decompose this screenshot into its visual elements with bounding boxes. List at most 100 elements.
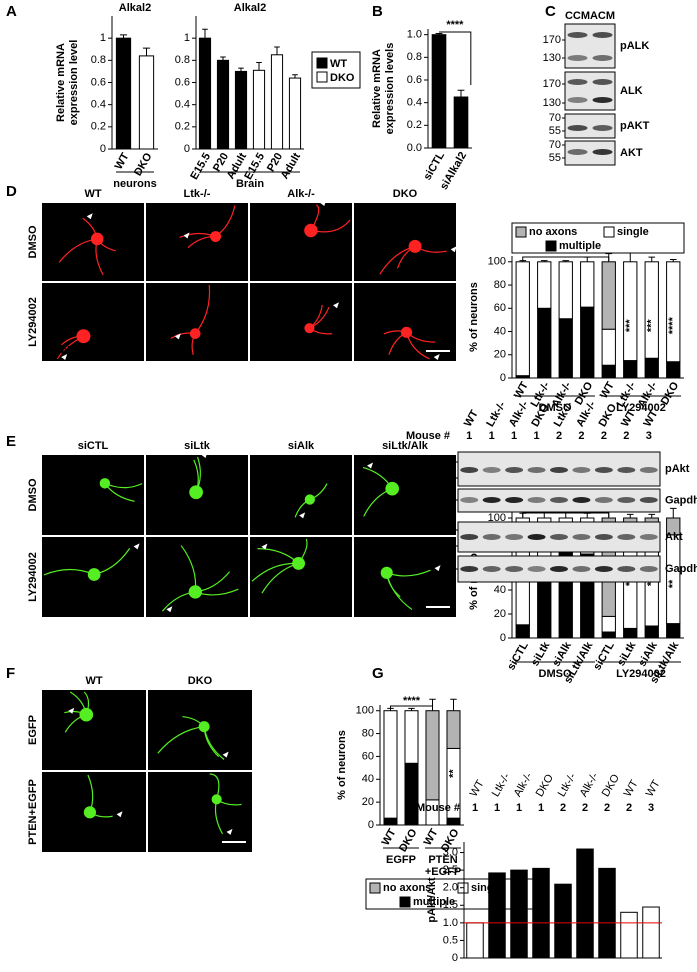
error-bar xyxy=(626,513,634,518)
legend-label: no axons xyxy=(383,882,431,894)
blot-band xyxy=(527,497,546,503)
blot-band xyxy=(617,467,636,473)
bar xyxy=(288,77,302,150)
legend-box xyxy=(511,222,685,254)
y-tick-label: 0.4 xyxy=(407,97,422,109)
arrowhead xyxy=(183,232,190,239)
blot-band xyxy=(617,534,636,540)
legend-label: multiple xyxy=(559,240,601,252)
blot-label: ALK xyxy=(620,85,643,97)
error-bar xyxy=(274,46,280,55)
soma xyxy=(90,232,104,246)
y-tick-label: 0.2 xyxy=(175,121,190,133)
micrograph xyxy=(42,690,146,770)
blot-band xyxy=(567,32,588,38)
bar-segment xyxy=(623,261,638,362)
x-tick-label: Adult xyxy=(279,151,304,182)
bar-segment xyxy=(383,710,398,819)
soma xyxy=(408,239,422,253)
x-tick-label: Ltk-/- xyxy=(490,771,513,799)
blot-band xyxy=(505,566,524,572)
error-bar xyxy=(648,256,656,262)
stain-label: GFP xyxy=(47,836,70,848)
row-label: PTEN+EGFP xyxy=(27,779,39,845)
bar xyxy=(270,54,284,150)
column-label: siAlk xyxy=(288,440,315,452)
bar-segment xyxy=(601,328,616,366)
soma xyxy=(380,566,393,579)
arrowhead xyxy=(433,354,440,360)
blot-membrane xyxy=(564,23,616,69)
blot-band xyxy=(527,467,546,473)
micrograph xyxy=(354,203,456,281)
blot-band xyxy=(592,149,613,155)
arrowhead xyxy=(226,828,233,835)
blot-band xyxy=(567,149,588,155)
blot-band xyxy=(482,566,501,572)
x-tick-label: DKO xyxy=(132,151,155,179)
blot-band xyxy=(527,534,546,540)
blot-band xyxy=(567,97,588,103)
blot-band xyxy=(594,497,613,503)
blot-label: pAkt xyxy=(665,463,690,475)
soma xyxy=(99,478,111,489)
bar-segment xyxy=(644,261,659,359)
y-axis-label: Relative mRNA xyxy=(371,49,383,128)
mouse-number: 1 xyxy=(516,802,522,814)
group-label: LY294002 xyxy=(616,402,666,414)
legend-swatch xyxy=(545,240,557,252)
y-tick-label: 0.2 xyxy=(407,119,422,131)
arrowhead xyxy=(222,751,229,758)
mw-label: 130 xyxy=(543,52,561,64)
mw-label: 170 xyxy=(543,34,561,46)
y-tick-label: 2.0 xyxy=(443,882,458,894)
y-tick-label: 1.0 xyxy=(407,29,422,41)
bar-segment xyxy=(580,306,595,379)
y-axis-label: Relative mRNA xyxy=(55,43,67,122)
bar xyxy=(488,872,506,959)
chart-title: Alkal2 xyxy=(234,2,266,14)
blot-band xyxy=(572,467,591,473)
error-bar xyxy=(220,56,226,61)
error-bar xyxy=(669,507,677,518)
row-label: DMSO xyxy=(27,478,39,511)
y-axis-label: expression level xyxy=(68,40,80,126)
group-label: EGFP xyxy=(386,854,416,866)
blot-band xyxy=(592,55,613,61)
arrowhead xyxy=(86,213,93,220)
bar-segment xyxy=(425,710,440,801)
mouse-number: 1 xyxy=(494,802,500,814)
error-bar xyxy=(408,707,415,711)
soma xyxy=(292,556,306,570)
group-label: DMSO xyxy=(539,402,572,414)
blot-band xyxy=(505,497,524,503)
y-tick-label: 0.8 xyxy=(175,54,190,66)
bar xyxy=(576,848,594,959)
error-bar xyxy=(540,260,548,262)
lane-label: ACM xyxy=(590,10,615,22)
error-bar xyxy=(583,256,591,262)
soma xyxy=(304,494,315,505)
bar-segment xyxy=(446,710,461,749)
x-tick-label: siLtk xyxy=(529,639,553,668)
y-tick-label: 0.6 xyxy=(91,76,106,88)
x-tick-label: WT xyxy=(380,827,399,848)
row-label: Mouse # xyxy=(406,430,450,442)
x-tick-label: DKO xyxy=(534,772,557,799)
blot-label: Gapdh xyxy=(665,563,697,575)
error-bar xyxy=(562,260,570,262)
mouse-number: 2 xyxy=(626,802,632,814)
bar-segment xyxy=(644,625,659,639)
mouse-number: 2 xyxy=(578,430,584,442)
mouse-number: 2 xyxy=(604,802,610,814)
soma xyxy=(87,568,101,581)
significance-star: ** xyxy=(447,769,459,778)
x-tick-label: WT xyxy=(512,380,531,401)
blot-label: Gapdh xyxy=(665,494,697,506)
y-tick-label: 2.5 xyxy=(443,864,458,876)
bar-segment xyxy=(404,710,419,764)
y-tick-label: 0.4 xyxy=(91,99,106,111)
soma xyxy=(385,481,400,496)
stain-label: Phalloidin xyxy=(47,345,100,357)
legend-swatch xyxy=(369,882,381,894)
